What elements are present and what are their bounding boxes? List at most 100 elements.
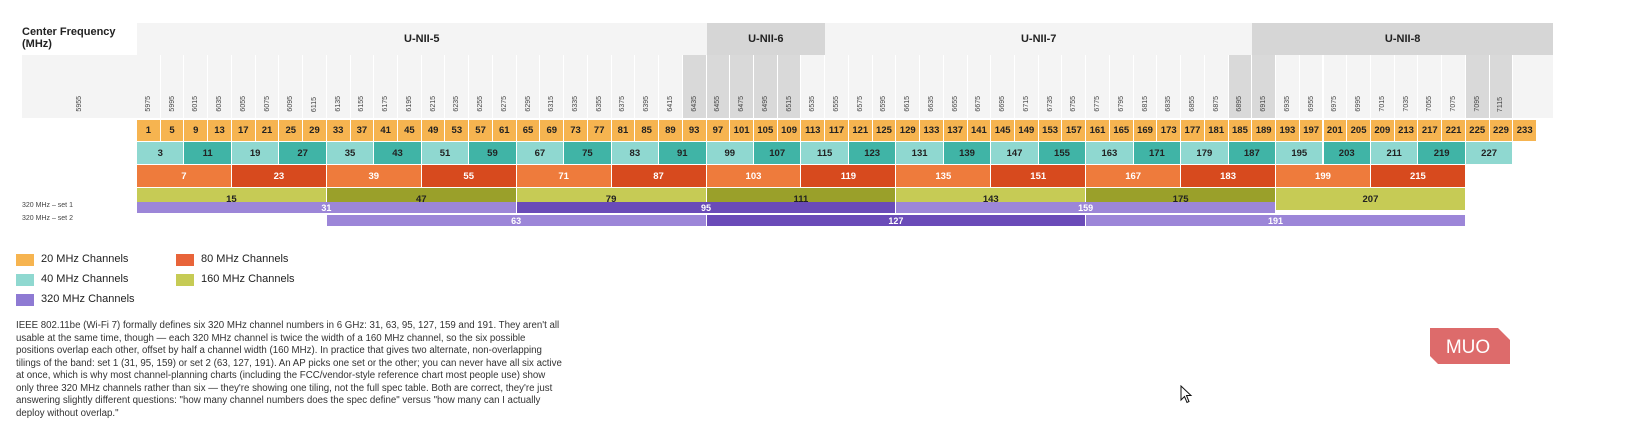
channel-channels_40: 155 [1038,142,1087,164]
channel-20mhz: 193 [1276,120,1300,141]
channel-20mhz: 73 [564,120,588,141]
channel-20mhz: 1 [137,120,161,141]
frequency-text: 6335 [571,96,579,112]
channel-channels_80: 55 [421,165,517,187]
frequency-label: 6595 [872,55,897,118]
frequency-text: 6315 [548,96,556,112]
channel-20mhz: 53 [445,120,470,141]
legend-label: 40 MHz Channels [41,273,129,285]
frequency-text: 6815 [1141,96,1149,112]
frequency-text: 6035 [216,96,224,112]
frequency-label: 6355 [587,55,612,118]
frequency-text: 6215 [429,96,437,112]
channel-20mhz: 117 [825,120,849,141]
frequency-text: 6535 [809,96,817,112]
channel-channels_80: 199 [1276,165,1371,187]
legend-label: 160 MHz Channels [201,273,295,285]
frequency-text: 6855 [1188,96,1196,112]
channel-20mhz: 161 [1086,120,1110,141]
frequency-text: 6775 [1094,96,1102,112]
frequency-text: 6375 [619,96,627,112]
channel-channels_40: 83 [611,142,660,164]
frequency-label: 6275 [492,55,517,118]
channel-channels_40: 171 [1133,142,1182,164]
channel-channels_40: 91 [659,142,707,164]
frequency-label: 6135 [326,55,351,118]
frequency-text: 5955 [76,96,83,112]
frequency-text: 7015 [1378,96,1386,112]
channel-channels_80: 7 [137,165,232,187]
row-label-320-set1: 320 MHz – set 1 [22,202,73,209]
frequency-text: 6835 [1165,96,1173,112]
channel-channels_40: 59 [469,142,517,164]
frequency-label: 6375 [611,55,636,118]
channel-channels_80: 103 [706,165,802,187]
frequency-label: 6015 [184,55,209,118]
channel-channels_40: 107 [753,142,802,164]
frequency-label: 5975 [137,55,161,118]
channel-channels_40: 195 [1276,142,1324,164]
channel-20mhz: 153 [1038,120,1063,141]
frequency-text: 6635 [927,96,935,112]
frequency-label: 6175 [374,55,399,118]
frequency-label: 6055 [231,55,256,118]
channel-channels_80: 135 [896,165,992,187]
frequency-text: 6675 [975,96,983,112]
band-u-nii-8: U-NII-8 [1252,23,1553,55]
channel-20mhz: 189 [1252,120,1277,141]
channel-channels_80: 23 [231,165,327,187]
channel-20mhz: 209 [1370,120,1395,141]
frequency-label: 6195 [398,55,422,118]
frequency-label: 6835 [1157,55,1182,118]
frequency-text: 6435 [690,96,698,112]
frequency-label: 6075 [255,55,280,118]
channel-20mhz: 121 [848,120,873,141]
channel-20mhz: 165 [1109,120,1134,141]
frequency-label: 6815 [1133,55,1158,118]
frequency-text: 6475 [738,96,746,112]
frequency-label: 6215 [421,55,446,118]
channel-20mhz: 173 [1157,120,1182,141]
frequency-label: 6295 [516,55,541,118]
frequency-text: 6495 [761,96,769,112]
channel-20mhz: 233 [1513,120,1538,141]
channel-20mhz: 109 [777,120,802,141]
channel-20mhz: 25 [279,120,304,141]
channel-20mhz: 9 [184,120,209,141]
frequency-label: 7035 [1394,55,1419,118]
channel-20mhz: 81 [611,120,636,141]
frequency-text: 6235 [453,96,461,112]
frequency-label: 7015 [1370,55,1395,118]
legend-label: 320 MHz Channels [41,293,135,305]
frequency-label: 6635 [920,55,944,118]
frequency-label: 6155 [350,55,375,118]
channel-20mhz: 41 [374,120,399,141]
channel-20mhz: 133 [920,120,944,141]
frequency-text: 6715 [1022,96,1030,112]
frequency-label: 6995 [1347,55,1371,118]
channel-20mhz: 141 [967,120,992,141]
channel-20mhz: 217 [1418,120,1443,141]
frequency-label: 6455 [706,55,731,118]
frequency-label: 6675 [967,55,992,118]
explanatory-note: IEEE 802.11be (Wi-Fi 7) formally defines… [16,320,562,419]
frequency-text: 6175 [382,96,390,112]
frequency-text: 6975 [1331,96,1339,112]
channel-20mhz: 85 [635,120,660,141]
logo-text: MUO [1446,337,1490,358]
frequency-text: 6735 [1046,96,1054,112]
frequency-label: 6475 [730,55,754,118]
frequency-text: 6055 [239,96,247,112]
channel-channels_160: 207 [1276,188,1466,210]
center-frequency-title: Center Frequency (MHz) [22,26,116,50]
legend-swatch [16,274,34,286]
frequency-text: 6255 [477,96,485,112]
frequency-label: 6975 [1323,55,1348,118]
channel-channels_40: 203 [1323,142,1371,164]
channel-20mhz: 105 [753,120,778,141]
channel-channels_80: 39 [326,165,422,187]
frequency-label: 6735 [1038,55,1063,118]
frequency-text: 6015 [192,96,200,112]
channel-20mhz: 113 [801,120,826,141]
frequency-label: 6655 [943,55,968,118]
